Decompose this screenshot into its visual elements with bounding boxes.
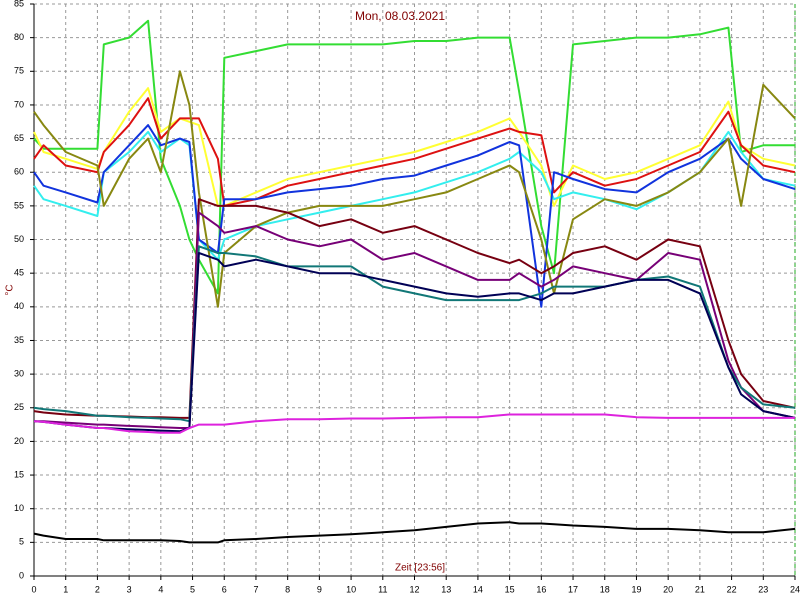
x-tick-label: 6 (222, 584, 227, 594)
y-tick-label: 30 (14, 368, 24, 378)
y-tick-label: 80 (14, 32, 24, 42)
y-tick-label: 35 (14, 335, 24, 345)
y-tick-label: 60 (14, 167, 24, 177)
y-axis-label: °C (5, 284, 16, 295)
x-tick-label: 10 (346, 584, 356, 594)
y-tick-label: 70 (14, 99, 24, 109)
series-line (33, 19, 795, 295)
x-tick-label: 13 (441, 584, 451, 594)
series-line (33, 87, 796, 207)
x-tick-label: 18 (600, 584, 610, 594)
x-tick-label: 3 (127, 584, 132, 594)
x-tick-label: 9 (317, 584, 322, 594)
x-tick-label: 23 (758, 584, 768, 594)
series-line (33, 252, 796, 433)
chart-title: Mon, 08.03.2021 (355, 9, 445, 23)
x-tick-label: 8 (285, 584, 290, 594)
series-line (33, 130, 796, 261)
x-tick-label: 15 (505, 584, 515, 594)
x-tick-label: 12 (409, 584, 419, 594)
series-line (34, 211, 796, 429)
x-tick-label: 17 (568, 584, 578, 594)
y-tick-label: 0 (19, 570, 24, 580)
x-tick-label: 11 (378, 584, 387, 594)
y-tick-label: 10 (14, 503, 24, 513)
x-tick-label: 4 (158, 584, 163, 594)
y-tick-label: 45 (14, 268, 24, 278)
x-tick-label: 0 (31, 584, 36, 594)
x-tick-label: 14 (473, 584, 483, 594)
series-line (33, 413, 795, 434)
x-tick-label: 16 (536, 584, 546, 594)
y-tick-label: 55 (14, 200, 24, 210)
x-tick-label: 19 (631, 584, 641, 594)
y-tick-label: 20 (14, 436, 24, 446)
x-tick-label: 2 (95, 584, 100, 594)
y-tick-label: 75 (14, 66, 24, 76)
x-tick-label: 20 (663, 584, 673, 594)
series-line (33, 70, 796, 308)
y-tick-label: 65 (14, 133, 24, 143)
x-axis-label: Zeit [23:56] (395, 563, 445, 574)
y-tick-label: 15 (14, 469, 24, 479)
y-tick-label: 85 (14, 0, 24, 8)
series-line (33, 521, 796, 544)
x-tick-label: 21 (695, 584, 705, 594)
x-tick-label: 5 (190, 584, 195, 594)
y-tick-label: 40 (14, 301, 24, 311)
x-tick-label: 1 (63, 584, 68, 594)
series-line (33, 97, 796, 207)
y-tick-label: 5 (19, 537, 24, 547)
x-tick-label: 22 (727, 584, 737, 594)
x-tick-label: 24 (790, 584, 800, 594)
series-line (33, 124, 796, 308)
y-tick-label: 50 (14, 234, 24, 244)
x-tick-label: 7 (253, 584, 258, 594)
y-tick-label: 25 (14, 402, 24, 412)
